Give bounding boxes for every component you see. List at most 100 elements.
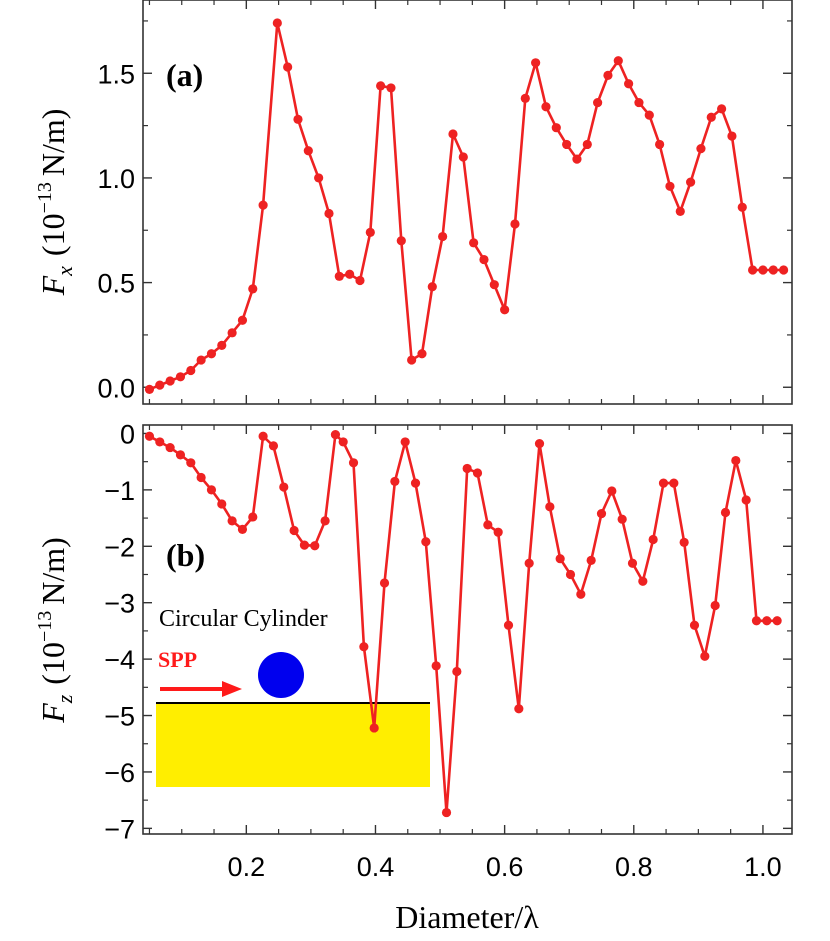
panel-b: 0 −1 −2 −3 −4 −5 −6 −7 SPP Circular Cylinder (b… [34, 419, 793, 844]
data-point [700, 651, 710, 661]
data-point [617, 514, 627, 524]
data-point [717, 104, 727, 114]
panel-a-frame [142, 0, 793, 405]
data-point [310, 541, 320, 551]
data-point [706, 112, 716, 122]
data-point [248, 284, 258, 294]
data-point [758, 265, 768, 275]
data-point [689, 620, 700, 630]
data-point [483, 520, 493, 530]
y-tick-label: −4 [104, 645, 135, 675]
data-point [686, 177, 696, 187]
data-point [227, 328, 237, 338]
data-point [514, 704, 524, 714]
panel-a-ylabel-unit-post: N/m) [35, 109, 71, 177]
panel-b-ylabel-unit-post: N/m) [35, 537, 71, 605]
data-point [665, 181, 675, 191]
y-tick-label: 0 [120, 419, 135, 449]
data-point [427, 282, 437, 292]
data-point [779, 265, 789, 275]
spp-arrow-head [222, 681, 242, 697]
data-point [562, 139, 572, 150]
panel-b-ylabel-exp: −13 [34, 611, 56, 642]
data-point [175, 450, 186, 460]
data-point [531, 58, 541, 68]
data-point [144, 384, 155, 394]
data-point [283, 62, 293, 72]
data-point [469, 238, 479, 248]
cylinder-particle [258, 652, 304, 698]
data-point [727, 131, 737, 141]
data-point [748, 265, 758, 275]
data-point [206, 485, 217, 495]
data-point [206, 349, 217, 359]
data-point [644, 110, 654, 120]
y-tick-label: 1.5 [97, 59, 135, 89]
data-point [768, 265, 778, 275]
data-point [417, 349, 427, 359]
data-point [669, 478, 679, 488]
data-point [248, 512, 258, 522]
data-point [658, 478, 669, 488]
data-point [493, 527, 503, 537]
data-point [751, 616, 762, 626]
data-point [299, 540, 310, 550]
data-point [407, 355, 417, 365]
x-axis-label: Diameter/λ [395, 899, 539, 935]
panel-a-label: (a) [166, 57, 203, 93]
data-point [330, 429, 341, 440]
data-point [369, 723, 379, 733]
panel-a-ylabel-symbol: F [35, 275, 71, 296]
data-point [472, 468, 483, 478]
data-point [155, 437, 165, 447]
data-point [489, 280, 499, 290]
panel-a-y-ticks: 0.0 0.5 1.0 1.5 [97, 20, 792, 403]
data-point [165, 376, 175, 386]
y-tick-label: −5 [104, 702, 135, 732]
data-point [390, 476, 400, 487]
data-point [334, 271, 344, 281]
data-point [376, 81, 386, 91]
x-tick-label: 0.4 [357, 852, 395, 882]
y-tick-label: 0.5 [97, 269, 135, 299]
data-point [237, 315, 248, 325]
x-tick-label: 0.2 [228, 852, 266, 882]
data-point [258, 431, 268, 441]
data-point [258, 200, 268, 210]
data-point [737, 202, 747, 212]
panel-b-frame [142, 424, 793, 835]
data-point [462, 463, 472, 474]
data-point [520, 93, 530, 103]
data-point [545, 502, 555, 512]
data-point [175, 372, 186, 382]
spp-label: SPP [158, 647, 197, 672]
data-point [237, 524, 248, 534]
data-point [648, 534, 658, 545]
panel-a-y-axis-label: Fx (10−13 N/m) [34, 109, 77, 297]
data-point [452, 666, 462, 677]
data-point [593, 97, 603, 108]
data-point [710, 600, 720, 611]
data-point [324, 208, 334, 219]
data-point [348, 458, 359, 468]
x-tick-label: 1.0 [744, 852, 782, 882]
panel-a: 0.0 0.5 1.0 1.5 (a) Fx (10−13 N/m) [34, 0, 793, 405]
data-point [345, 269, 355, 279]
data-point [679, 537, 689, 547]
data-point [596, 508, 607, 519]
data-point [144, 431, 155, 441]
data-point [438, 231, 448, 242]
y-tick-label: −7 [104, 814, 135, 844]
data-point [320, 516, 330, 526]
data-point [555, 554, 565, 564]
data-point [279, 482, 289, 492]
data-point [379, 578, 390, 588]
data-point [186, 458, 196, 468]
data-point [289, 525, 299, 536]
data-point [355, 275, 365, 286]
y-tick-label: −2 [104, 532, 135, 562]
y-tick-label: −3 [104, 589, 135, 619]
y-tick-label: −6 [104, 758, 135, 788]
data-point [268, 441, 279, 451]
inset-schematic: SPP Circular Cylinder [156, 606, 430, 787]
